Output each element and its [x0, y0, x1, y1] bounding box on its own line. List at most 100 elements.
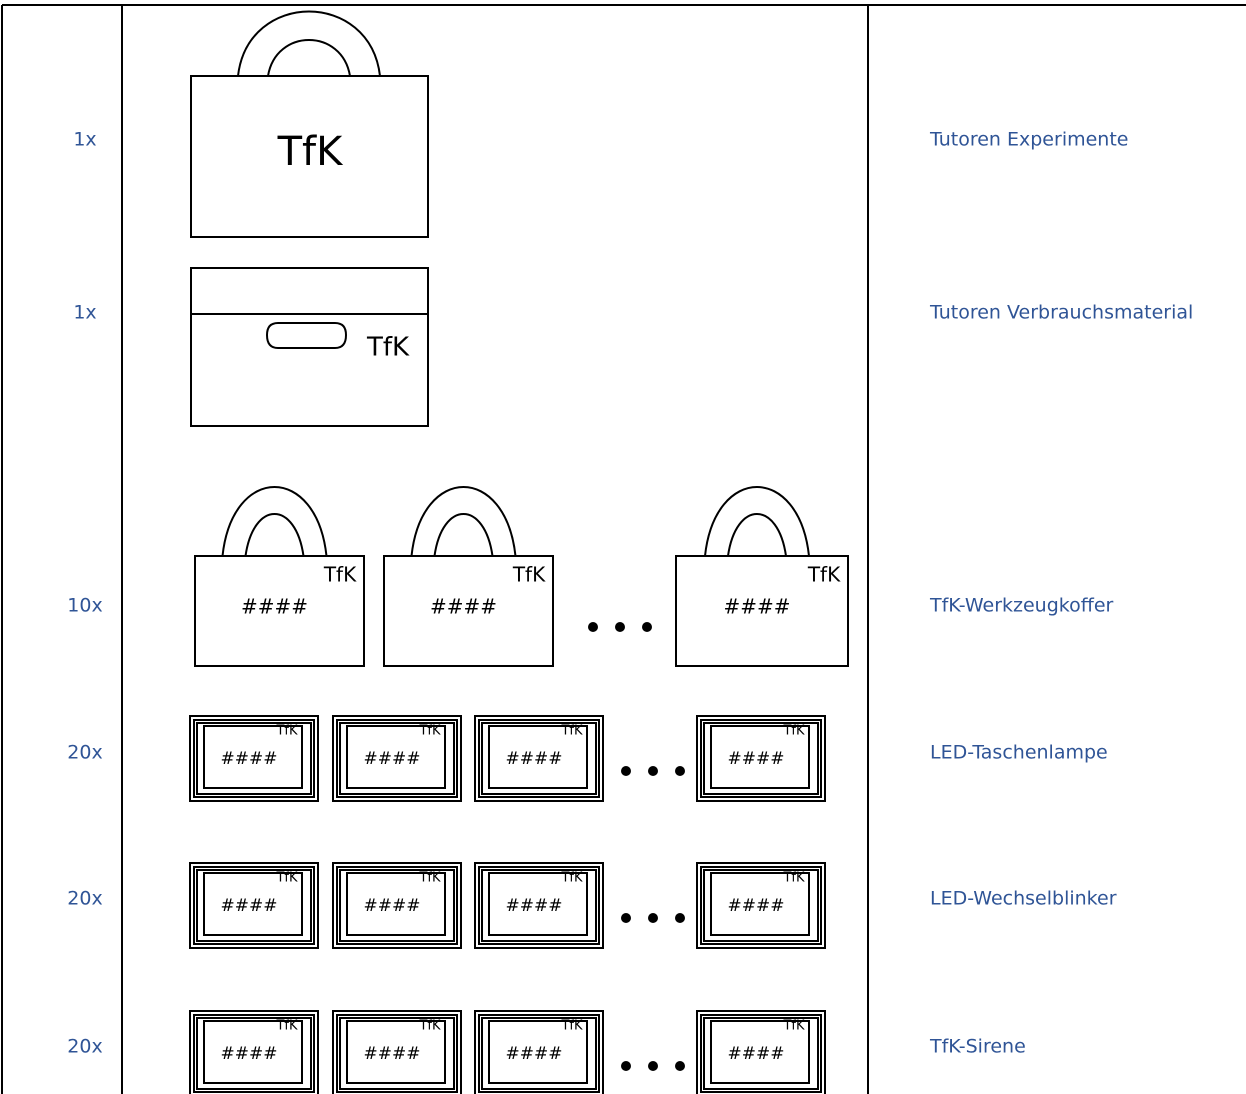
- frame: [196, 1017, 312, 1090]
- item-id: ####: [364, 1044, 421, 1064]
- box-grip: [265, 322, 348, 349]
- item-label: LED-Taschenlampe: [930, 742, 1108, 764]
- frame: [189, 1010, 319, 1094]
- frame-inner: [346, 1020, 446, 1084]
- item-brand: TfK: [782, 1019, 805, 1034]
- box: [190, 267, 429, 427]
- item-id: ####: [506, 749, 563, 769]
- quantity: 20x: [67, 1036, 102, 1058]
- frame: [336, 866, 458, 945]
- box-brand: TfK: [366, 333, 410, 363]
- bag-brand: TfK: [277, 129, 345, 175]
- item-id: ####: [364, 749, 421, 769]
- item-id: ####: [506, 896, 563, 916]
- frame-inner: [203, 1020, 303, 1084]
- frame: [336, 719, 458, 798]
- frame-inner: [346, 872, 446, 936]
- frame: [478, 719, 600, 798]
- frame: [478, 866, 600, 945]
- case: [194, 555, 365, 667]
- bag-handle: [410, 486, 517, 557]
- case-id: ####: [430, 595, 497, 619]
- quantity: 20x: [67, 742, 102, 764]
- item-label: TfK-Werkzeugkoffer: [929, 595, 1114, 617]
- ellipsis-dot: [621, 766, 631, 776]
- frame-inner: [710, 1020, 810, 1084]
- item-brand: TfK: [418, 724, 441, 739]
- frame: [339, 1017, 455, 1090]
- frame-inner: [203, 725, 303, 789]
- frame: [193, 866, 315, 945]
- frame: [703, 722, 819, 795]
- item-label: LED-Wechselblinker: [930, 888, 1117, 910]
- frame: [189, 715, 319, 802]
- frame: [193, 1014, 315, 1093]
- quantity: 1x: [73, 302, 96, 324]
- bag-handle: [267, 39, 351, 77]
- ellipsis-dot: [621, 913, 631, 923]
- quantity: 10x: [67, 595, 102, 617]
- bag: [190, 75, 429, 238]
- frame-inner: [203, 872, 303, 936]
- frame: [474, 715, 604, 802]
- item-id: ####: [728, 749, 785, 769]
- quantity: 1x: [73, 129, 96, 151]
- ellipsis-dot: [648, 913, 658, 923]
- quantity: 20x: [67, 888, 102, 910]
- frame: [481, 1017, 597, 1090]
- item-id: ####: [364, 896, 421, 916]
- frame-inner: [488, 872, 588, 936]
- frame: [481, 722, 597, 795]
- frame: [193, 719, 315, 798]
- frame: [700, 866, 822, 945]
- item-brand: TfK: [275, 724, 298, 739]
- frame: [478, 1014, 600, 1093]
- ellipsis-dot: [675, 766, 685, 776]
- item-brand: TfK: [560, 1019, 583, 1034]
- item-id: ####: [221, 896, 278, 916]
- frame: [696, 1010, 826, 1094]
- frame: [696, 715, 826, 802]
- item-id: ####: [506, 1044, 563, 1064]
- frame: [481, 869, 597, 942]
- case-brand: TfK: [512, 563, 546, 587]
- item-label: TfK-Sirene: [929, 1036, 1026, 1058]
- frame: [332, 715, 462, 802]
- frame: [336, 1014, 458, 1093]
- item-brand: TfK: [275, 1019, 298, 1034]
- item-brand: TfK: [782, 724, 805, 739]
- frame-inner: [488, 1020, 588, 1084]
- item-brand: TfK: [782, 871, 805, 886]
- frame-inner: [346, 725, 446, 789]
- bag-handle: [237, 10, 381, 77]
- item-label: Tutoren Verbrauchsmaterial: [929, 302, 1193, 324]
- item-brand: TfK: [418, 1019, 441, 1034]
- item-brand: TfK: [275, 871, 298, 886]
- case-brand: TfK: [807, 563, 841, 587]
- bag-handle: [244, 513, 305, 557]
- bag-handle: [727, 513, 787, 557]
- frame: [189, 862, 319, 949]
- item-id: ####: [221, 749, 278, 769]
- ellipsis-dot: [642, 622, 652, 632]
- frame: [196, 722, 312, 795]
- case-id: ####: [241, 595, 308, 619]
- frame: [700, 719, 822, 798]
- frame: [474, 1010, 604, 1094]
- case-id: ####: [723, 595, 790, 619]
- ellipsis-dot: [675, 913, 685, 923]
- case: [675, 555, 849, 667]
- frame: [474, 862, 604, 949]
- frame: [332, 1010, 462, 1094]
- ellipsis-dot: [675, 1061, 685, 1071]
- frame-inner: [710, 872, 810, 936]
- item-label: Tutoren Experimente: [929, 129, 1128, 151]
- item-id: ####: [728, 1044, 785, 1064]
- bag-handle: [221, 486, 328, 557]
- ellipsis-dot: [648, 766, 658, 776]
- item-brand: TfK: [418, 871, 441, 886]
- frame: [703, 869, 819, 942]
- frame: [696, 862, 826, 949]
- ellipsis-dot: [621, 1061, 631, 1071]
